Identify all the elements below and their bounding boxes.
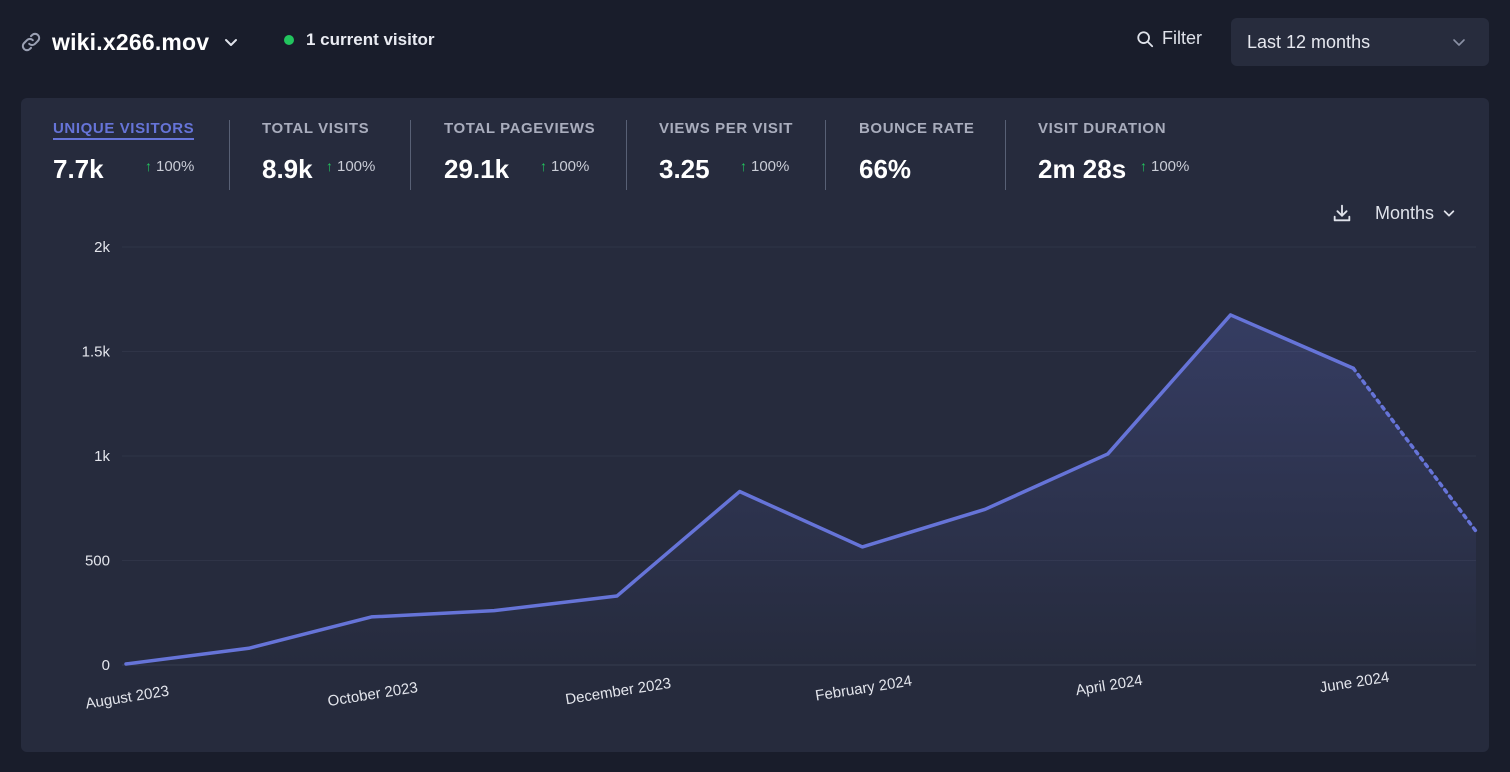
- x-tick-label: August 2023: [84, 683, 170, 713]
- chevron-down-icon: [223, 34, 239, 50]
- metric-label: VIEWS PER VISIT: [659, 120, 794, 137]
- x-tick-label: June 2024: [1319, 669, 1391, 697]
- metric-total-pageviews[interactable]: TOTAL PAGEVIEWS 29.1k ↑ 100%: [444, 120, 596, 184]
- metric-change-value: 100%: [551, 158, 590, 175]
- metric-unique-visitors[interactable]: UNIQUE VISITORS 7.7k ↑ 100%: [53, 120, 195, 184]
- x-tick-label: February 2024: [814, 673, 913, 705]
- divider: [229, 120, 230, 190]
- current-visitors[interactable]: 1 current visitor: [284, 30, 435, 50]
- metric-change: ↑ 100%: [326, 158, 375, 175]
- data-point: [247, 646, 251, 650]
- current-visitors-label: 1 current visitor: [306, 30, 435, 49]
- arrow-up-icon: ↑: [740, 158, 747, 174]
- y-axis-ticks: 0 500 1k 1.5k 2k: [82, 239, 111, 674]
- period-select[interactable]: Last 12 months: [1231, 18, 1489, 66]
- period-label: Last 12 months: [1247, 31, 1371, 52]
- divider: [410, 120, 411, 190]
- metric-label: TOTAL VISITS: [262, 120, 370, 137]
- link-icon: [20, 31, 42, 53]
- arrow-up-icon: ↑: [145, 158, 152, 174]
- arrow-up-icon: ↑: [540, 158, 547, 174]
- metric-label: UNIQUE VISITORS: [53, 120, 195, 140]
- metric-change-value: 100%: [337, 158, 376, 175]
- y-tick-label: 500: [85, 553, 110, 570]
- y-tick-label: 1.5k: [82, 344, 111, 361]
- chart-series: [124, 313, 1478, 666]
- chevron-down-icon: [1451, 34, 1467, 50]
- metric-value: 2m 28s: [1038, 154, 1127, 184]
- chart-tools: Months: [1331, 202, 1456, 224]
- data-point: [983, 507, 987, 511]
- metric-change: ↑ 100%: [540, 158, 589, 175]
- metric-change: ↑ 100%: [740, 158, 789, 175]
- arrow-up-icon: ↑: [326, 158, 333, 174]
- data-point: [492, 609, 496, 613]
- metric-views-per-visit[interactable]: VIEWS PER VISIT 3.25 ↑ 100%: [659, 120, 794, 184]
- series-line-incomplete: [1351, 366, 1478, 533]
- chart-area-fill: [126, 314, 1476, 665]
- x-tick-label: December 2023: [564, 675, 672, 708]
- divider: [1005, 120, 1006, 190]
- metric-value: 66%: [859, 154, 912, 184]
- x-tick-label: April 2024: [1074, 672, 1143, 699]
- data-point: [615, 594, 619, 598]
- y-tick-label: 0: [102, 657, 110, 674]
- metric-bounce-rate[interactable]: BOUNCE RATE 66%: [859, 120, 975, 184]
- data-point: [861, 545, 865, 549]
- data-point: [370, 615, 374, 619]
- search-icon: [1136, 30, 1154, 48]
- metric-value: 29.1k: [444, 154, 510, 184]
- metric-change-value: 100%: [1151, 158, 1190, 175]
- interval-label: Months: [1375, 202, 1435, 223]
- interval-select[interactable]: Months: [1375, 203, 1456, 224]
- download-icon[interactable]: [1331, 202, 1353, 224]
- metric-label: BOUNCE RATE: [859, 120, 975, 137]
- x-tick-label: October 2023: [327, 679, 419, 710]
- metric-total-visits[interactable]: TOTAL VISITS 8.9k ↑ 100%: [262, 120, 375, 184]
- arrow-up-icon: ↑: [1140, 158, 1147, 174]
- data-point: [1106, 452, 1110, 456]
- data-point: [1229, 313, 1233, 317]
- metric-value: 7.7k: [53, 154, 104, 184]
- y-tick-label: 2k: [94, 239, 110, 256]
- y-tick-label: 1k: [94, 448, 110, 465]
- metric-change: ↑ 100%: [1140, 158, 1189, 175]
- filter-button[interactable]: Filter: [1136, 28, 1202, 49]
- top-bar: wiki.x266.mov 1 current visitor Filter L…: [0, 0, 1510, 86]
- site-name: wiki.x266.mov: [52, 28, 210, 55]
- divider: [626, 120, 627, 190]
- filter-label: Filter: [1162, 28, 1202, 48]
- metric-change: ↑ 100%: [145, 158, 194, 175]
- metric-visit-duration[interactable]: VISIT DURATION 2m 28s ↑ 100%: [1038, 120, 1189, 184]
- metric-value: 8.9k: [262, 154, 313, 184]
- divider: [825, 120, 826, 190]
- data-point: [1474, 529, 1478, 533]
- x-axis-ticks: August 2023 October 2023 December 2023 Febr…: [84, 669, 1390, 713]
- series-area: [126, 314, 1476, 665]
- live-dot-icon: [284, 35, 294, 45]
- data-point: [738, 490, 742, 494]
- data-point: [1351, 366, 1355, 370]
- data-point: [124, 662, 128, 666]
- metric-label: TOTAL PAGEVIEWS: [444, 120, 596, 137]
- metric-change-value: 100%: [751, 158, 790, 175]
- series-line: [124, 313, 1356, 666]
- metric-label: VISIT DURATION: [1038, 120, 1167, 137]
- chevron-down-icon: [1442, 206, 1456, 220]
- site-switcher[interactable]: wiki.x266.mov: [20, 26, 239, 58]
- metric-change-value: 100%: [156, 158, 195, 175]
- metric-value: 3.25: [659, 154, 710, 184]
